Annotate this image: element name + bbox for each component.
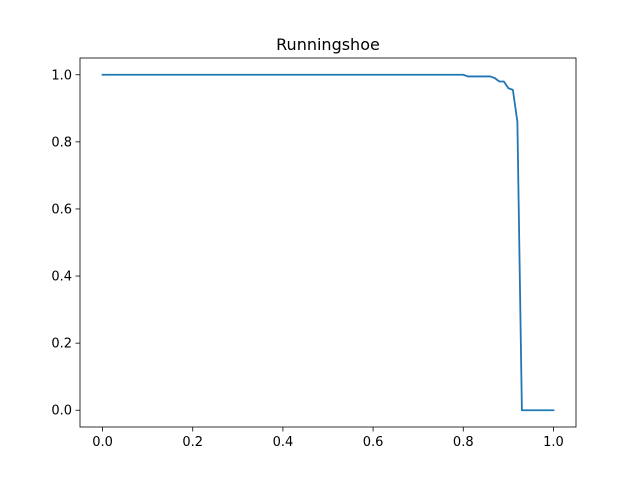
y-tick-label: 0.0 [51, 404, 72, 419]
x-tick-label: 0.6 [363, 435, 384, 450]
x-tick-label: 0.0 [92, 435, 113, 450]
y-tick-label: 0.8 [51, 135, 72, 150]
x-tick-label: 0.8 [453, 435, 474, 450]
y-tick-label: 1.0 [51, 68, 72, 83]
plot-area [101, 73, 555, 412]
y-tick-label: 0.4 [51, 270, 72, 285]
chart-title: Runningshoe [276, 35, 380, 54]
x-tick-label: 0.4 [273, 435, 294, 450]
x-tick-label: 0.2 [182, 435, 203, 450]
x-axis: 0.0 0.2 0.4 0.6 0.8 1.0 [92, 427, 564, 450]
y-tick-label: 0.6 [51, 202, 72, 217]
y-axis: 0.0 0.2 0.4 0.6 0.8 1.0 [51, 68, 80, 419]
axes-frame [79, 57, 577, 428]
y-tick-label: 0.2 [51, 337, 72, 352]
x-tick-label: 1.0 [543, 435, 564, 450]
series-line-0 [101, 73, 555, 412]
